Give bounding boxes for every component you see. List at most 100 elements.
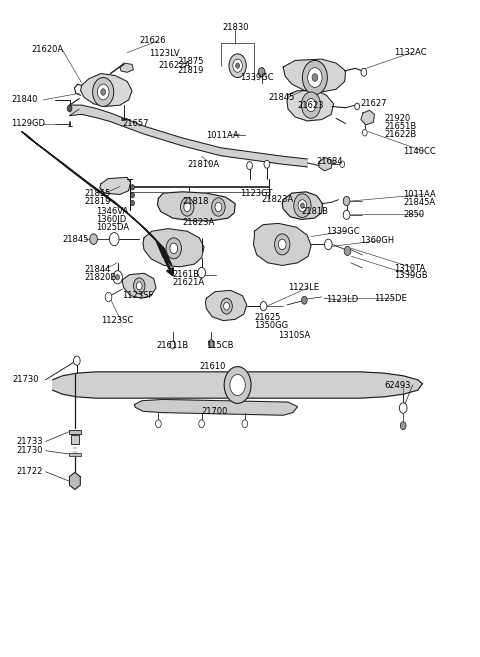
Circle shape bbox=[93, 78, 114, 106]
Text: 1123GT: 1123GT bbox=[240, 189, 272, 198]
Circle shape bbox=[131, 200, 134, 206]
Text: 21823A: 21823A bbox=[262, 195, 294, 204]
Circle shape bbox=[215, 202, 222, 212]
Text: 21610: 21610 bbox=[199, 362, 226, 371]
Circle shape bbox=[355, 103, 360, 110]
Circle shape bbox=[113, 271, 122, 284]
Text: 115CB: 115CB bbox=[206, 341, 234, 350]
Text: 21733: 21733 bbox=[17, 437, 43, 446]
Text: 1339GC: 1339GC bbox=[326, 227, 360, 236]
Text: 1339GB: 1339GB bbox=[394, 271, 427, 281]
Circle shape bbox=[101, 89, 106, 95]
Circle shape bbox=[361, 68, 367, 76]
Text: 21627: 21627 bbox=[360, 99, 386, 108]
Text: 1123SF: 1123SF bbox=[122, 291, 154, 300]
Text: 1339GC: 1339GC bbox=[240, 73, 274, 82]
Text: 1025DA: 1025DA bbox=[96, 223, 129, 232]
Text: 21818: 21818 bbox=[182, 196, 209, 206]
Circle shape bbox=[67, 105, 72, 112]
Text: 21820B: 21820B bbox=[84, 273, 116, 282]
Circle shape bbox=[136, 282, 142, 290]
Polygon shape bbox=[157, 192, 235, 221]
Circle shape bbox=[301, 92, 321, 118]
Text: 21845: 21845 bbox=[269, 93, 295, 102]
Circle shape bbox=[298, 200, 307, 212]
Circle shape bbox=[170, 341, 176, 349]
Text: 21920: 21920 bbox=[384, 114, 410, 123]
Text: 21651B: 21651B bbox=[384, 122, 416, 131]
Text: 21621A: 21621A bbox=[173, 278, 205, 287]
Circle shape bbox=[258, 68, 265, 77]
Circle shape bbox=[242, 420, 248, 428]
Text: 62493: 62493 bbox=[384, 380, 410, 390]
Polygon shape bbox=[253, 223, 311, 265]
Circle shape bbox=[224, 302, 229, 310]
Text: 1360GH: 1360GH bbox=[360, 236, 394, 245]
Circle shape bbox=[344, 246, 351, 256]
Circle shape bbox=[212, 198, 225, 216]
Polygon shape bbox=[319, 158, 332, 171]
Circle shape bbox=[300, 203, 304, 208]
Text: 1123LE: 1123LE bbox=[288, 283, 319, 292]
Text: 1346VA: 1346VA bbox=[96, 207, 128, 216]
Text: 21730: 21730 bbox=[12, 375, 38, 384]
Text: 21684: 21684 bbox=[317, 157, 343, 166]
Circle shape bbox=[131, 193, 134, 198]
Circle shape bbox=[105, 292, 112, 302]
Text: 21819: 21819 bbox=[178, 66, 204, 75]
Circle shape bbox=[198, 267, 205, 278]
Circle shape bbox=[301, 296, 307, 304]
Circle shape bbox=[302, 60, 327, 95]
Polygon shape bbox=[70, 105, 307, 167]
Circle shape bbox=[131, 185, 134, 190]
Polygon shape bbox=[282, 192, 323, 219]
Circle shape bbox=[233, 59, 242, 72]
Polygon shape bbox=[53, 372, 422, 398]
Text: 1350GG: 1350GG bbox=[254, 321, 288, 330]
Text: 1123LV: 1123LV bbox=[149, 49, 180, 58]
Text: 2850: 2850 bbox=[403, 210, 424, 219]
Circle shape bbox=[97, 84, 109, 100]
Text: 21657: 21657 bbox=[122, 119, 149, 128]
Text: 21623: 21623 bbox=[298, 101, 324, 110]
Text: 1310SA: 1310SA bbox=[278, 330, 311, 340]
Text: 21611B: 21611B bbox=[156, 341, 188, 350]
Circle shape bbox=[156, 420, 161, 428]
Text: 21830: 21830 bbox=[222, 23, 249, 32]
Circle shape bbox=[221, 298, 232, 314]
Text: 21730: 21730 bbox=[17, 446, 43, 455]
Text: 21845A: 21845A bbox=[403, 198, 435, 207]
Polygon shape bbox=[143, 229, 204, 267]
Text: 2161B: 2161B bbox=[173, 270, 200, 279]
Text: 21855: 21855 bbox=[84, 189, 110, 198]
Circle shape bbox=[236, 63, 240, 68]
Text: 1360JD: 1360JD bbox=[96, 215, 126, 224]
Text: 21810A: 21810A bbox=[187, 160, 219, 169]
Circle shape bbox=[184, 202, 191, 212]
Circle shape bbox=[116, 275, 120, 280]
Circle shape bbox=[275, 234, 290, 255]
Polygon shape bbox=[70, 472, 80, 489]
Text: 1011AA: 1011AA bbox=[403, 190, 436, 199]
Circle shape bbox=[166, 238, 181, 259]
Polygon shape bbox=[205, 290, 247, 321]
Text: 1132AC: 1132AC bbox=[394, 48, 426, 57]
Text: 21625: 21625 bbox=[254, 313, 281, 323]
Bar bbox=[69, 430, 81, 434]
Text: 21722: 21722 bbox=[17, 467, 43, 476]
Polygon shape bbox=[81, 74, 132, 106]
Circle shape bbox=[308, 68, 322, 87]
Circle shape bbox=[399, 403, 407, 413]
Polygon shape bbox=[100, 177, 131, 194]
Circle shape bbox=[109, 233, 119, 246]
Circle shape bbox=[294, 194, 311, 217]
Text: 1140CC: 1140CC bbox=[403, 147, 436, 156]
Circle shape bbox=[400, 422, 406, 430]
Text: 21620A: 21620A bbox=[31, 45, 63, 55]
Bar bbox=[71, 435, 79, 444]
Text: 21875: 21875 bbox=[178, 57, 204, 66]
Text: 21845: 21845 bbox=[62, 235, 89, 244]
Circle shape bbox=[180, 198, 194, 216]
Text: 1011AA: 1011AA bbox=[206, 131, 239, 140]
Circle shape bbox=[170, 243, 178, 254]
